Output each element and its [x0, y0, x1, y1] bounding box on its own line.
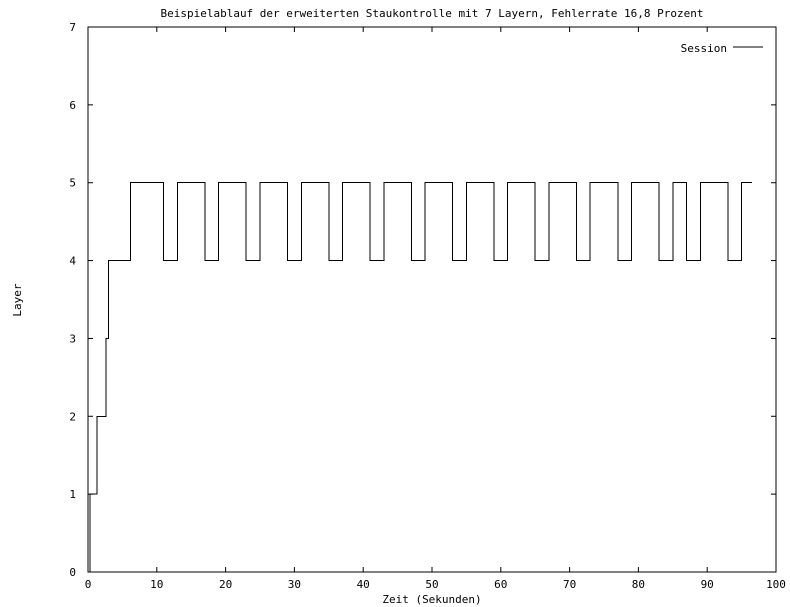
- x-tick-label: 100: [766, 578, 786, 591]
- y-tick-label: 4: [69, 255, 76, 268]
- x-tick-label: 40: [357, 578, 370, 591]
- x-tick-label: 0: [85, 578, 92, 591]
- chart-title: Beispielablauf der erweiterten Staukontr…: [160, 7, 703, 20]
- series-layer: [89, 182, 752, 572]
- x-tick-label: 80: [632, 578, 645, 591]
- x-tick-label: 20: [219, 578, 232, 591]
- y-axis-label: Layer: [11, 283, 24, 316]
- x-tick-label: 70: [563, 578, 576, 591]
- x-axis-label: Zeit (Sekunden): [382, 593, 481, 606]
- series-line-session: [89, 182, 752, 572]
- x-tick-label: 60: [494, 578, 507, 591]
- x-ticks: 0 10 20 30 40 50 60 70 80 90 100: [85, 27, 786, 591]
- y-tick-label: 5: [69, 177, 76, 190]
- y-tick-label: 3: [69, 332, 76, 345]
- y-tick-label: 6: [69, 99, 76, 112]
- y-tick-label: 1: [69, 488, 76, 501]
- y-tick-label: 2: [69, 410, 76, 423]
- legend: Session: [681, 42, 763, 55]
- y-tick-label: 7: [69, 21, 76, 34]
- x-tick-label: 90: [701, 578, 714, 591]
- x-tick-label: 30: [288, 578, 301, 591]
- x-tick-label: 10: [150, 578, 163, 591]
- x-tick-label: 50: [425, 578, 438, 591]
- plot-frame: [87, 26, 777, 573]
- y-tick-label: 0: [69, 566, 76, 579]
- legend-label: Session: [681, 42, 727, 55]
- y-ticks: 0 1 2 3 4 5 6 7: [69, 21, 776, 579]
